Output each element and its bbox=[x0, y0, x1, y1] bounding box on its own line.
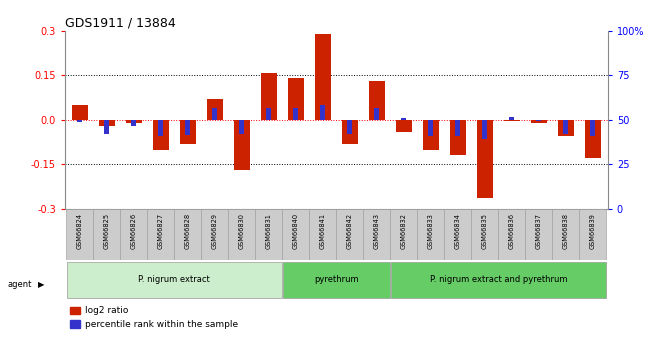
Bar bbox=[590, 120, 595, 136]
Bar bbox=[185, 120, 190, 135]
Bar bbox=[99, 120, 115, 126]
Bar bbox=[180, 120, 196, 144]
Bar bbox=[293, 108, 298, 120]
Text: GSM66836: GSM66836 bbox=[509, 213, 515, 249]
Bar bbox=[510, 117, 514, 120]
Bar bbox=[536, 120, 541, 121]
Bar bbox=[255, 209, 282, 260]
Text: GSM66833: GSM66833 bbox=[428, 213, 434, 249]
Text: GDS1911 / 13884: GDS1911 / 13884 bbox=[65, 17, 176, 30]
Bar bbox=[477, 120, 493, 198]
Bar bbox=[234, 120, 250, 170]
Bar bbox=[213, 108, 217, 120]
Bar bbox=[391, 209, 417, 260]
Bar bbox=[131, 120, 136, 126]
Bar bbox=[428, 120, 434, 136]
Text: GSM66828: GSM66828 bbox=[185, 213, 191, 249]
Bar bbox=[315, 34, 331, 120]
Bar bbox=[282, 209, 309, 260]
Bar bbox=[283, 263, 390, 298]
Bar bbox=[66, 209, 93, 260]
Bar bbox=[525, 209, 552, 260]
Bar bbox=[77, 120, 83, 122]
Bar bbox=[579, 209, 606, 260]
Bar bbox=[266, 108, 271, 120]
Bar bbox=[531, 120, 547, 123]
Bar bbox=[207, 99, 223, 120]
Bar bbox=[342, 120, 358, 144]
Bar bbox=[148, 209, 174, 260]
Bar bbox=[585, 120, 601, 158]
Text: GSM66834: GSM66834 bbox=[455, 213, 461, 249]
Text: GSM66843: GSM66843 bbox=[374, 213, 380, 249]
Text: agent: agent bbox=[8, 280, 32, 289]
Bar bbox=[552, 209, 579, 260]
Bar bbox=[337, 209, 363, 260]
Bar bbox=[504, 120, 520, 121]
Text: GSM66827: GSM66827 bbox=[158, 213, 164, 249]
Text: P. nigrum extract and pyrethrum: P. nigrum extract and pyrethrum bbox=[430, 275, 567, 284]
Bar bbox=[363, 209, 390, 260]
Text: GSM66830: GSM66830 bbox=[239, 213, 245, 249]
Bar bbox=[261, 72, 277, 120]
Bar bbox=[499, 209, 525, 260]
Bar bbox=[417, 209, 444, 260]
Bar bbox=[67, 263, 282, 298]
Bar bbox=[471, 209, 498, 260]
Bar bbox=[348, 120, 352, 134]
Bar bbox=[402, 118, 406, 120]
Legend: log2 ratio, percentile rank within the sample: log2 ratio, percentile rank within the s… bbox=[70, 306, 238, 329]
Text: GSM66841: GSM66841 bbox=[320, 213, 326, 249]
Bar bbox=[450, 120, 466, 155]
Text: P. nigrum extract: P. nigrum extract bbox=[138, 275, 210, 284]
Bar bbox=[369, 81, 385, 120]
Bar bbox=[72, 105, 88, 120]
Bar bbox=[564, 120, 568, 134]
Bar bbox=[558, 120, 574, 136]
Bar bbox=[120, 209, 147, 260]
Text: GSM66840: GSM66840 bbox=[293, 213, 299, 249]
Text: GSM66835: GSM66835 bbox=[482, 213, 488, 249]
Bar bbox=[422, 120, 439, 149]
Bar bbox=[288, 78, 304, 120]
Text: GSM66824: GSM66824 bbox=[77, 213, 83, 249]
Bar bbox=[94, 209, 120, 260]
Bar bbox=[202, 209, 228, 260]
Text: ▶: ▶ bbox=[38, 280, 44, 289]
Bar bbox=[396, 120, 412, 132]
Bar bbox=[374, 108, 380, 120]
Bar bbox=[445, 209, 471, 260]
Bar bbox=[159, 120, 163, 136]
Bar bbox=[320, 105, 325, 120]
Text: GSM66832: GSM66832 bbox=[401, 213, 407, 249]
Bar bbox=[391, 263, 606, 298]
Text: GSM66839: GSM66839 bbox=[590, 213, 596, 249]
Bar bbox=[456, 120, 460, 136]
Bar bbox=[309, 209, 336, 260]
Bar bbox=[105, 120, 109, 134]
Bar bbox=[153, 120, 169, 149]
Text: GSM66825: GSM66825 bbox=[104, 213, 110, 249]
Bar bbox=[125, 120, 142, 123]
Text: GSM66838: GSM66838 bbox=[563, 213, 569, 249]
Bar bbox=[482, 120, 488, 139]
Text: GSM66829: GSM66829 bbox=[212, 213, 218, 249]
Text: GSM66831: GSM66831 bbox=[266, 213, 272, 249]
Text: GSM66826: GSM66826 bbox=[131, 213, 137, 249]
Bar bbox=[239, 120, 244, 134]
Text: GSM66837: GSM66837 bbox=[536, 213, 542, 249]
Bar bbox=[174, 209, 201, 260]
Bar bbox=[228, 209, 255, 260]
Text: GSM66842: GSM66842 bbox=[347, 213, 353, 249]
Text: pyrethrum: pyrethrum bbox=[314, 275, 359, 284]
